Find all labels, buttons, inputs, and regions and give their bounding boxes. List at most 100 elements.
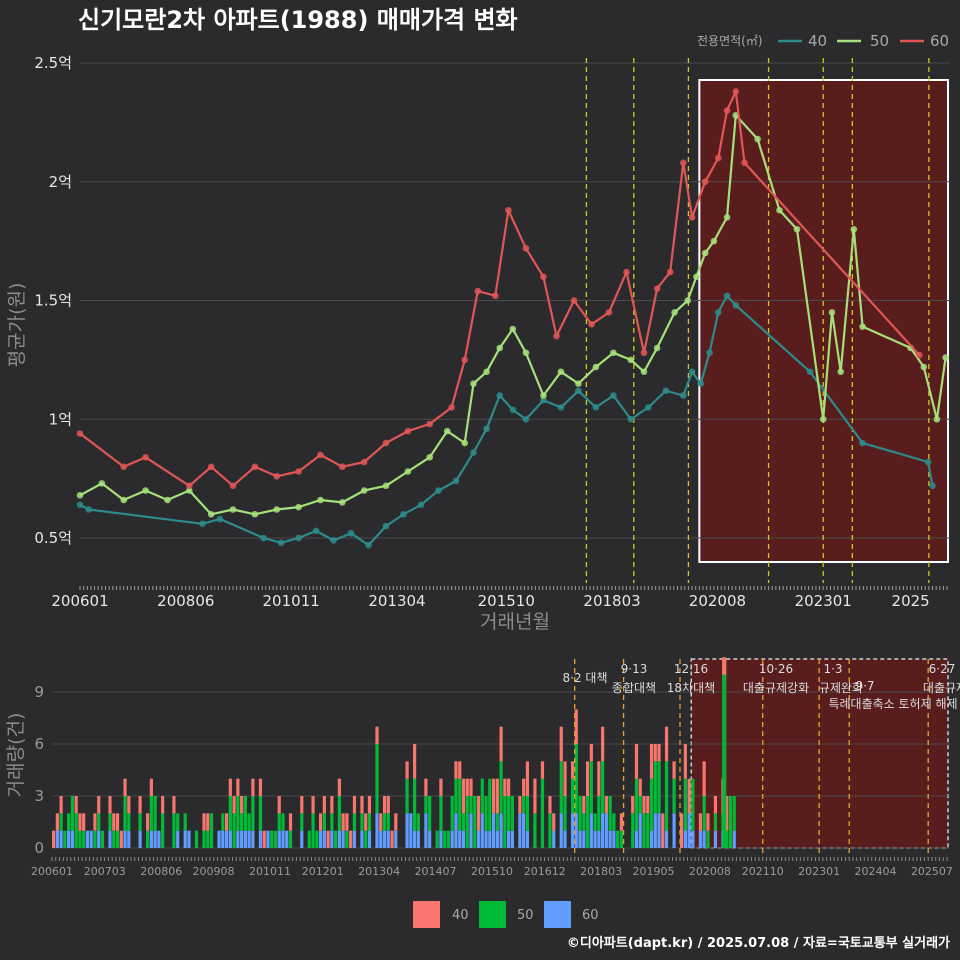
volume-bar	[679, 813, 684, 848]
series-point-40	[509, 406, 517, 414]
volume-bar	[85, 830, 90, 848]
x-tick-label: 201304	[368, 592, 425, 610]
volume-bar	[646, 796, 650, 814]
event-label-1: 8·2 대책	[563, 670, 608, 685]
volume-bar	[74, 796, 78, 814]
volume-bar	[563, 796, 567, 831]
volume-bar	[322, 796, 326, 814]
volume-bar	[619, 830, 624, 848]
volume-bar	[153, 830, 157, 848]
legend-title: 전용면적(㎡)	[697, 34, 763, 48]
series-point-40	[435, 487, 442, 494]
volume-bar	[172, 796, 176, 814]
volume-bar	[732, 796, 736, 831]
volume-bar	[413, 744, 417, 779]
volume-bar	[499, 761, 503, 814]
series-point-50	[295, 503, 302, 511]
volume-bar	[405, 813, 409, 848]
volume-bar	[454, 761, 458, 779]
series-point-60	[588, 320, 595, 328]
series-point-50	[483, 368, 490, 376]
volume-bar	[367, 830, 372, 848]
volume-bar	[93, 813, 97, 831]
event-date-4: 10·26	[759, 662, 793, 676]
event-labels: 8·2 대책 9·13 종합대책 12·16 18차대책 10·26 대출규제강…	[563, 662, 960, 711]
volume-bar	[123, 778, 127, 796]
volume-bar	[55, 830, 59, 848]
series-point-40	[662, 387, 670, 395]
volume-bar	[713, 813, 718, 831]
series-point-60	[732, 88, 740, 95]
volume-bar	[108, 813, 112, 831]
volume-bar	[649, 778, 654, 831]
volume-bar	[149, 778, 153, 796]
series-point-50	[592, 363, 600, 371]
series-point-50	[251, 510, 259, 518]
volume-bar	[149, 796, 153, 831]
bottom-legend-50: 50	[517, 908, 534, 923]
volume-bar	[522, 796, 526, 814]
volume-bar	[194, 830, 199, 848]
volume-y-axis-label: 거래량(건)	[5, 713, 27, 798]
volume-bar	[484, 796, 488, 831]
volume-bar	[228, 778, 232, 796]
series-point-40	[723, 292, 731, 300]
volume-bar	[386, 830, 390, 848]
series-point-60	[653, 285, 661, 292]
volume-bar	[394, 830, 398, 848]
volume-bar	[405, 761, 409, 779]
series-point-60	[474, 287, 482, 295]
volume-bar	[251, 778, 255, 796]
series-point-60	[623, 268, 630, 276]
volume-bar	[367, 796, 372, 814]
series-point-50	[185, 487, 193, 494]
series-point-50	[653, 344, 661, 352]
volume-bar	[409, 813, 413, 848]
volume-bar	[251, 796, 255, 831]
volume-bar	[461, 813, 466, 831]
volume-bar	[386, 813, 390, 831]
series-point-50	[120, 496, 128, 504]
bottom-legend: 40 50 60	[413, 901, 599, 928]
series-point-40	[688, 368, 696, 376]
legend-label-50: 50	[870, 32, 889, 50]
x-axis-label: 거래년월	[480, 611, 550, 633]
volume-bar	[713, 830, 718, 848]
volume-bar	[221, 830, 225, 848]
series-point-60	[666, 268, 674, 276]
volume-bar	[172, 813, 176, 848]
volume-bar	[698, 830, 702, 848]
volume-bar	[394, 813, 398, 831]
volume-bar	[488, 830, 492, 848]
event-date-2: 9·13	[621, 662, 648, 676]
volume-bar	[232, 813, 236, 848]
volume-bar	[89, 830, 93, 848]
volume-bar	[300, 796, 304, 814]
series-point-60	[185, 482, 193, 490]
series-line-40	[79, 294, 934, 547]
volume-bar	[176, 830, 180, 848]
series-point-60	[273, 472, 281, 480]
series-point-40	[575, 387, 582, 395]
volume-bar	[476, 830, 481, 848]
volume-bar	[638, 796, 642, 814]
series-point-60	[251, 463, 259, 471]
volume-bar	[653, 761, 657, 814]
volume-bar	[277, 796, 281, 814]
volume-bar	[491, 813, 496, 848]
series-point-60	[76, 430, 84, 437]
volume-bar	[480, 813, 484, 848]
volume-bar	[619, 813, 624, 831]
volume-bar	[706, 813, 710, 831]
volume-bar	[337, 796, 341, 831]
x-tick-label: 200601	[51, 592, 108, 610]
series-point-60	[382, 439, 390, 447]
volume-bar	[634, 830, 639, 848]
volume-bar	[563, 761, 567, 796]
volume-bar	[364, 813, 368, 831]
series-point-50	[360, 487, 368, 494]
volume-bar	[499, 813, 503, 848]
legend-swatch-50	[479, 901, 506, 928]
volume-x-tick-label: 201011	[249, 865, 291, 878]
volume-bar	[518, 813, 522, 848]
